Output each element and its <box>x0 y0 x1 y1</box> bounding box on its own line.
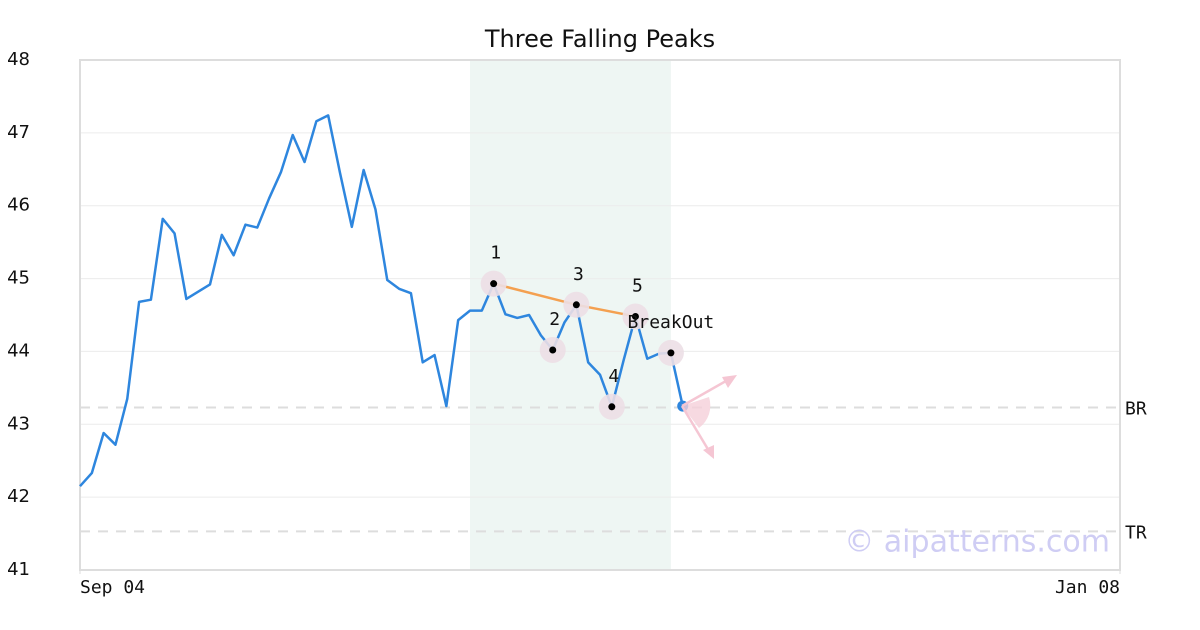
pattern-label: 2 <box>549 309 560 330</box>
pattern-label: 4 <box>608 366 619 387</box>
pattern-point <box>572 301 580 309</box>
watermark: © aipatterns.com <box>844 525 1110 560</box>
arrow-up <box>681 375 734 408</box>
breakout-point <box>667 349 675 357</box>
y-tick-label: 45 <box>7 268 30 289</box>
pattern-point <box>608 403 616 411</box>
pattern-label: 3 <box>573 264 584 285</box>
pattern-point <box>549 346 557 354</box>
pattern-label: 5 <box>632 275 643 296</box>
y-tick-label: 41 <box>7 559 30 580</box>
reference-label: BR <box>1125 399 1147 420</box>
y-tick-label: 47 <box>7 122 30 143</box>
arrow-head <box>722 375 737 388</box>
y-tick-label: 48 <box>7 49 30 70</box>
y-tick-label: 44 <box>7 340 30 361</box>
price-line <box>79 114 684 488</box>
pattern-label: 1 <box>490 243 501 264</box>
arrow-head <box>703 445 714 459</box>
y-tick-label: 46 <box>7 195 30 216</box>
breakout-arrows <box>680 375 737 459</box>
plot-frame <box>79 59 1121 571</box>
y-tick-label: 42 <box>7 486 30 507</box>
pattern-point <box>631 312 639 320</box>
x-tick-label: Jan 08 <box>1055 577 1120 598</box>
chart-title: Three Falling Peaks <box>484 25 715 53</box>
arrow-down <box>680 405 714 457</box>
pattern-point <box>490 280 498 288</box>
y-tick-label: 43 <box>7 413 30 434</box>
reference-label: TR <box>1125 522 1147 543</box>
breakout-label: BreakOut <box>628 312 715 333</box>
x-tick-label: Sep 04 <box>80 577 145 598</box>
arrow-wedge <box>682 397 711 428</box>
